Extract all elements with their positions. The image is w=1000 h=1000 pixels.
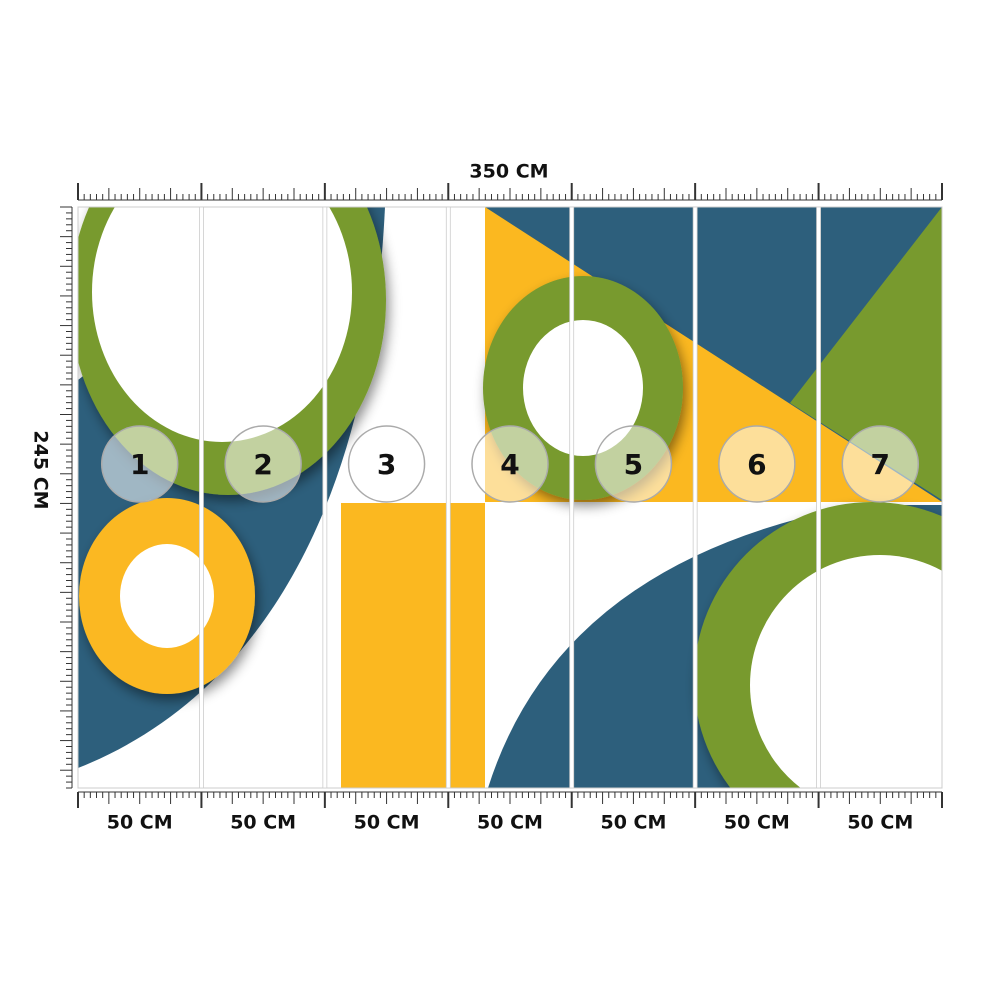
panel-dividers [77, 206, 943, 789]
panel-number: 5 [624, 448, 643, 481]
panel-number: 4 [500, 448, 519, 481]
panel-badge [841, 425, 920, 503]
panel-gap [816, 206, 821, 789]
panel-width-label: 50 CM [724, 812, 790, 834]
panel-badge [718, 425, 796, 503]
height-label: 245 CM [30, 430, 52, 509]
panel-number: 2 [253, 448, 272, 481]
panel-width-label: 50 CM [600, 812, 666, 834]
panel-width-label: 50 CM [354, 812, 420, 834]
panel-badge [347, 425, 426, 503]
panel-badge [594, 425, 673, 503]
art-border [77, 206, 943, 789]
panel-badge [100, 425, 179, 503]
panel-number: 7 [871, 448, 890, 481]
panel-badge [471, 425, 549, 503]
panel-number: 3 [377, 448, 396, 481]
panel-gap [445, 206, 451, 789]
panel-width-label: 50 CM [230, 812, 296, 834]
panel-number: 6 [747, 448, 766, 481]
panel-gap [199, 206, 204, 789]
panel-gap [322, 206, 328, 789]
panel-number: 1 [130, 448, 149, 481]
panel-badge [224, 425, 302, 503]
panel-gap [692, 206, 698, 789]
width-label: 350 CM [469, 161, 548, 183]
panel-width-label: 50 CM [107, 812, 173, 834]
panel-width-label: 50 CM [847, 812, 913, 834]
rulers [60, 183, 943, 808]
panel-width-label: 50 CM [477, 812, 543, 834]
panel-gap [569, 206, 575, 789]
